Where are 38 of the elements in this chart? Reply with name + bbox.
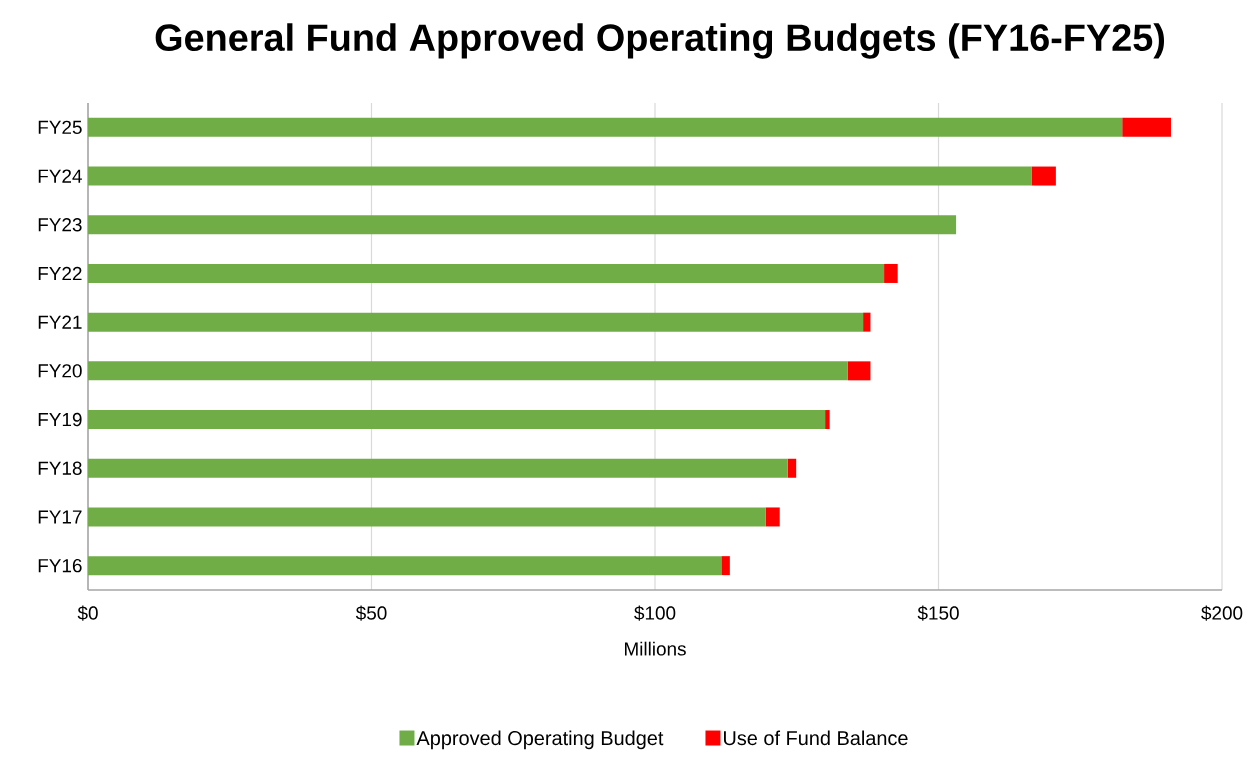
bar	[88, 166, 1032, 186]
x-tick-label: $0	[77, 605, 98, 621]
bar	[765, 507, 780, 527]
legend-label: Use of Fund Balance	[723, 730, 908, 746]
y-tick-label: FY18	[38, 461, 82, 475]
y-tick-label: FY25	[38, 120, 82, 135]
bar	[88, 117, 1123, 137]
legend-label: Approved Operating Budget	[416, 730, 664, 750]
bar	[88, 215, 957, 235]
bar	[787, 458, 797, 478]
bar	[88, 263, 885, 283]
bar	[1122, 117, 1171, 137]
y-tick-label: FY19	[38, 412, 82, 427]
y-tick-label: FY17	[38, 510, 82, 524]
y-tick-label: FY23	[38, 218, 82, 232]
x-tick-label: $50	[355, 605, 387, 621]
bar	[88, 312, 864, 332]
bar	[721, 556, 730, 576]
y-tick-label: FY24	[38, 169, 82, 183]
x-tick-label: $200	[1201, 605, 1243, 621]
bar	[884, 263, 898, 283]
y-tick-label: FY20	[38, 364, 82, 378]
bar	[88, 556, 722, 576]
bar	[825, 410, 830, 430]
bar	[88, 458, 788, 478]
y-tick-label: FY16	[38, 558, 82, 573]
bar	[847, 361, 871, 381]
bar	[88, 507, 766, 527]
y-tick-label: FY22	[38, 266, 82, 281]
y-tick-label: FY21	[38, 315, 82, 329]
bar	[863, 312, 871, 332]
x-tick-label: $100	[634, 605, 676, 621]
bar	[88, 410, 826, 430]
chart-title: General Fund Approved Operating Budgets (FY16-FY25)	[155, 23, 1165, 59]
bar	[88, 361, 848, 381]
x-tick-label: $150	[917, 605, 959, 621]
bar	[1031, 166, 1056, 186]
x-axis-title: Millions	[624, 641, 686, 656]
